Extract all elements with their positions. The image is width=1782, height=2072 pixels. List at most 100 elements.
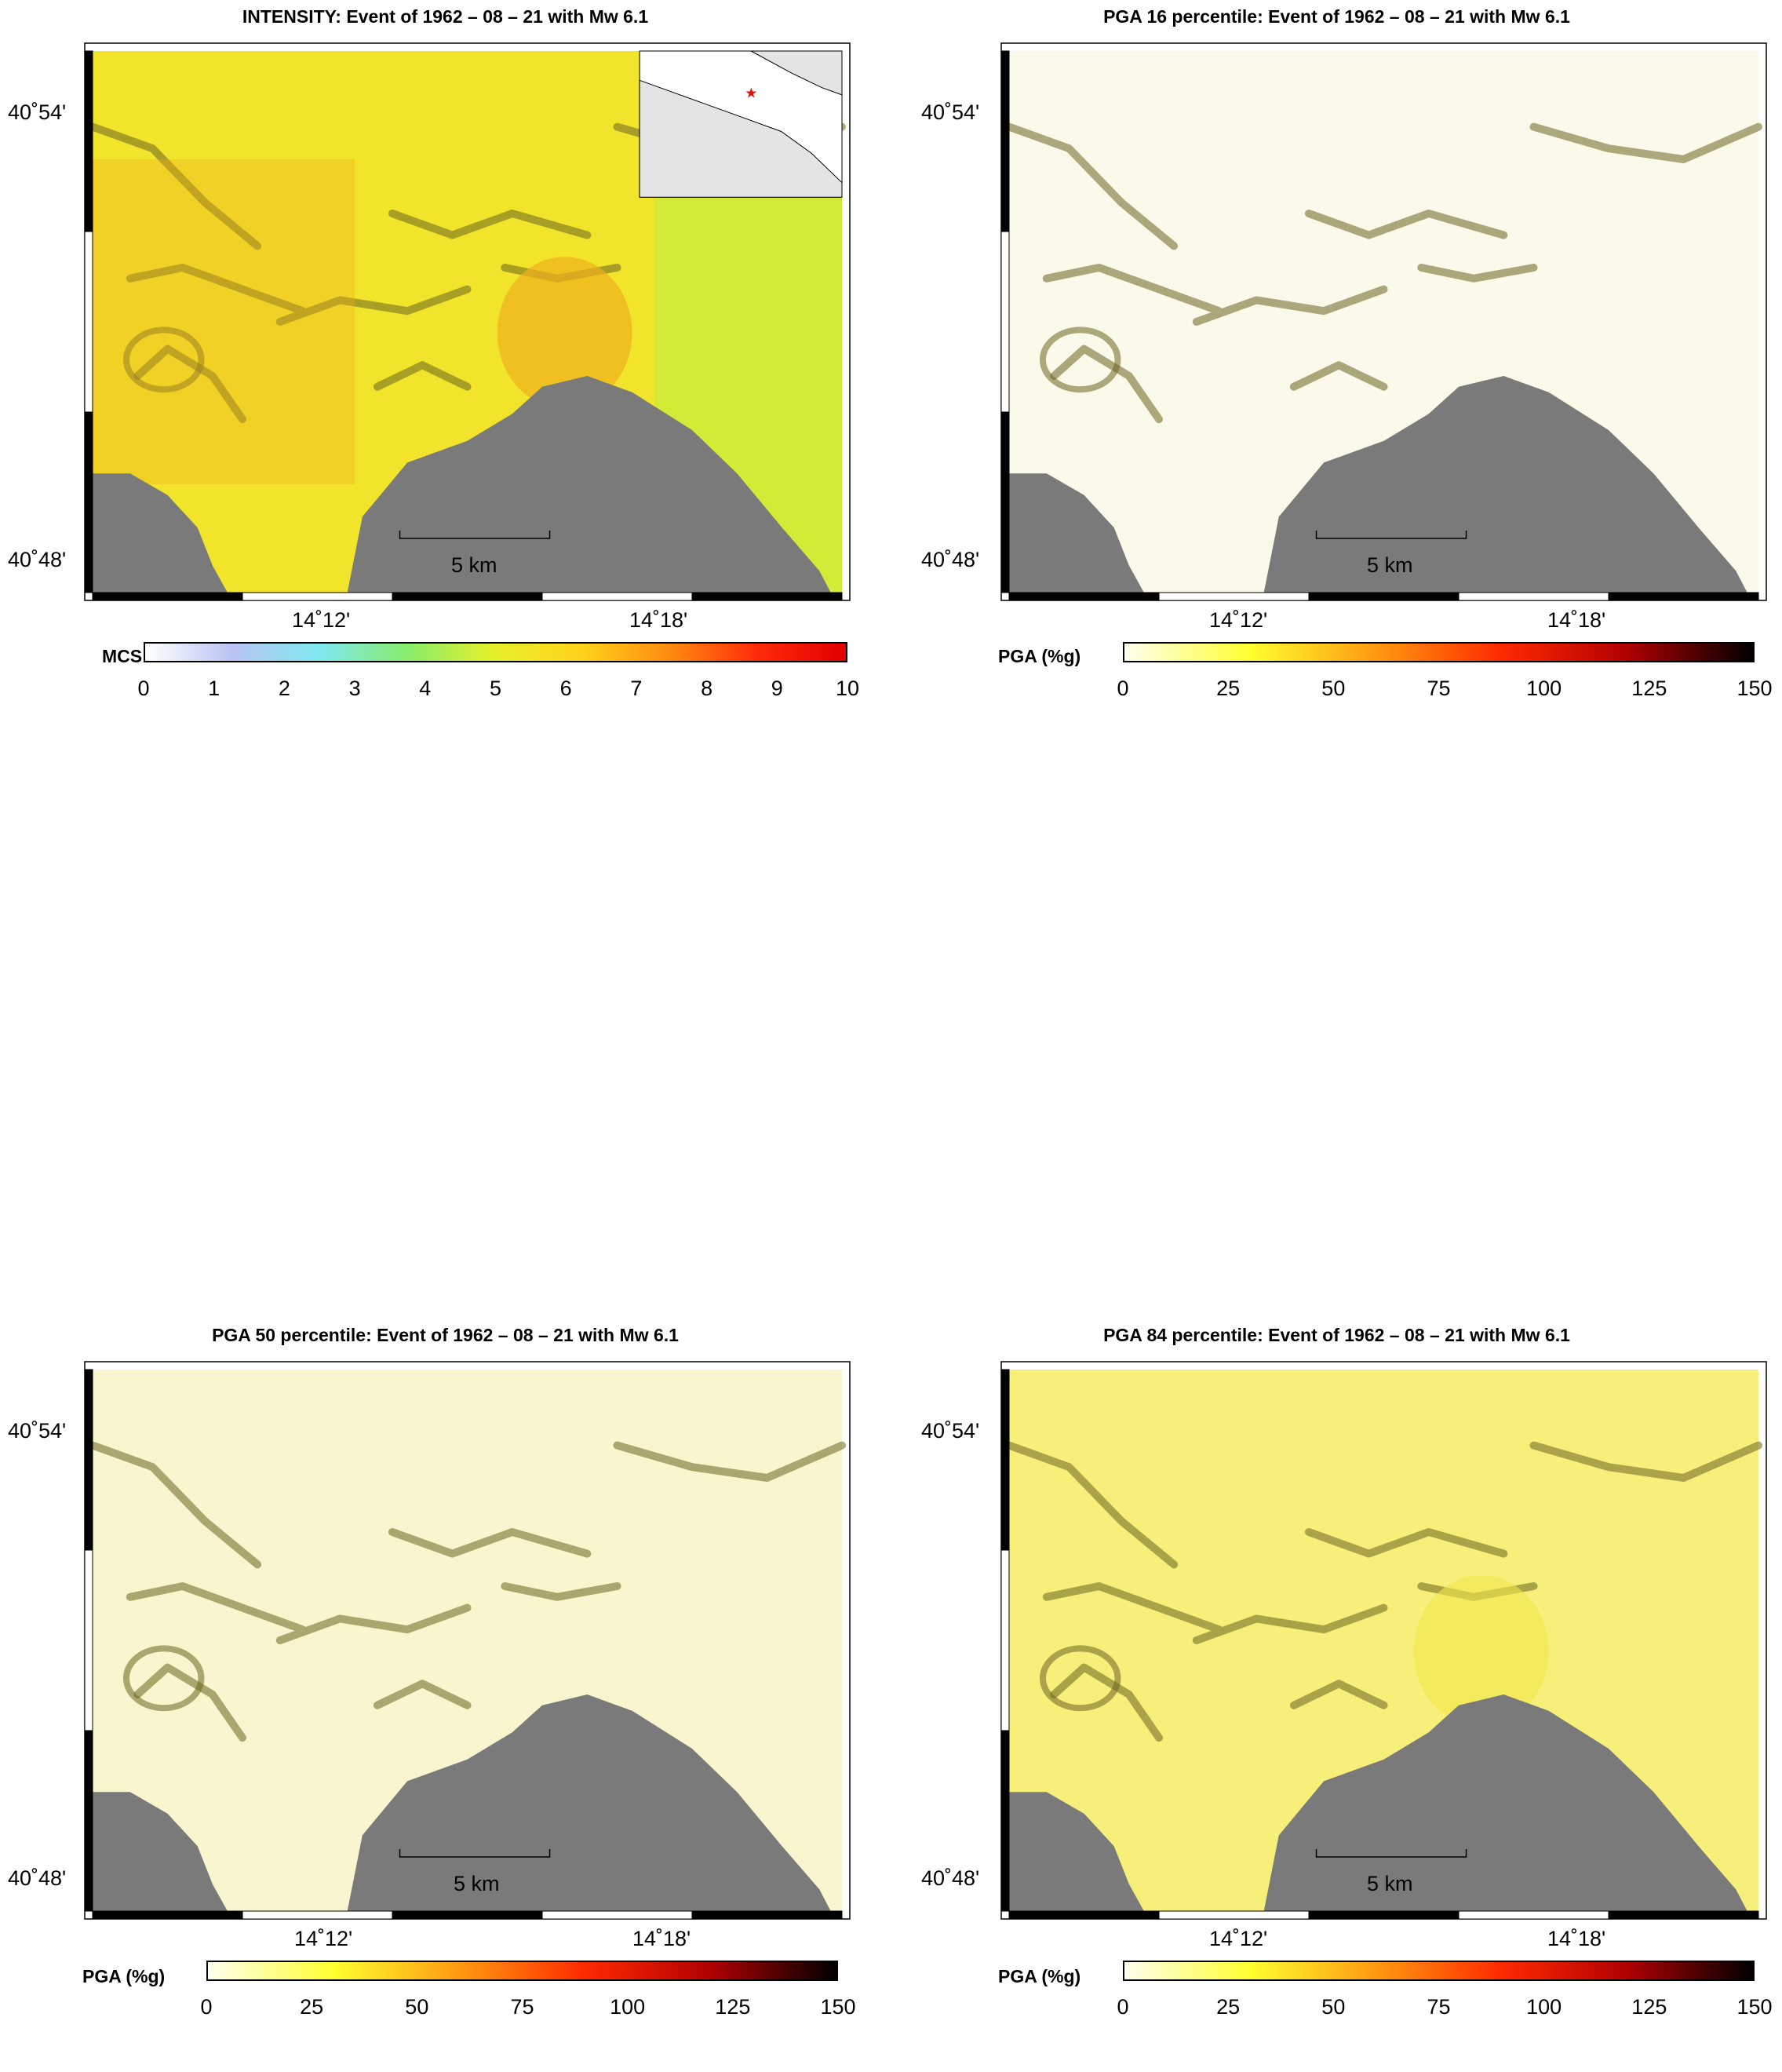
relief-ridge bbox=[275, 285, 472, 326]
frame-border-tick bbox=[84, 1549, 93, 1731]
epicenter-star-icon: ★ bbox=[745, 86, 757, 101]
relief-ridge bbox=[1050, 1663, 1163, 1742]
frame-border-tick bbox=[92, 592, 243, 601]
pga-high-zone bbox=[1413, 1575, 1549, 1727]
colorbar-tick-label: 125 bbox=[1631, 677, 1667, 700]
frame-border-tick bbox=[1000, 231, 1010, 413]
lat-label-top: 40˚54' bbox=[921, 1419, 980, 1443]
lat-label-bottom: 40˚48' bbox=[8, 1866, 67, 1890]
sea-west bbox=[93, 473, 228, 593]
colorbar-tick-label: 25 bbox=[1216, 1995, 1241, 2019]
colorbar-tick-label: 125 bbox=[715, 1995, 751, 2019]
frame-border-tick bbox=[691, 1910, 843, 1920]
frame-border-tick bbox=[1458, 1910, 1609, 1920]
scale-bar bbox=[1315, 531, 1467, 539]
frame-border-tick bbox=[84, 1730, 93, 1912]
lat-label-bottom: 40˚48' bbox=[921, 548, 980, 571]
relief-ridge bbox=[1192, 285, 1388, 326]
colorbar-tick-label: 75 bbox=[1427, 1995, 1451, 2019]
colorbar-tick-label: 75 bbox=[1427, 677, 1451, 700]
crater bbox=[122, 326, 205, 393]
frame-border-tick bbox=[1008, 592, 1160, 601]
relief-ridge bbox=[373, 1680, 472, 1709]
frame-border-tick bbox=[1000, 1730, 1010, 1912]
colorbar-tick-label: 125 bbox=[1631, 1995, 1667, 2019]
frame-border-tick bbox=[84, 1369, 93, 1551]
scale-bar-label: 5 km bbox=[454, 1872, 500, 1895]
colorbar bbox=[206, 1961, 838, 1981]
relief-shading bbox=[1005, 122, 1762, 424]
colorbar-tick-label: 0 bbox=[1117, 1995, 1129, 2019]
relief-ridge bbox=[1005, 1441, 1179, 1569]
relief-ridge bbox=[373, 361, 472, 391]
lon-label-right: 14˚18' bbox=[632, 1927, 691, 1950]
relief-ridge bbox=[1042, 1582, 1223, 1634]
relief-ridge bbox=[1417, 264, 1538, 283]
frame-border-tick bbox=[1158, 1910, 1310, 1920]
relief-ridge bbox=[1305, 210, 1508, 239]
lat-label-top: 40˚54' bbox=[8, 1419, 67, 1443]
lon-label-right: 14˚18' bbox=[629, 608, 688, 632]
relief-shading bbox=[89, 1441, 846, 1742]
frame-border-tick bbox=[392, 592, 543, 601]
colorbar-tick-label: 150 bbox=[1736, 677, 1773, 700]
relief-ridge bbox=[89, 1441, 262, 1569]
colorbar-tick-label: 150 bbox=[1736, 1995, 1773, 2019]
frame-border-tick bbox=[1000, 1369, 1010, 1551]
inset-land bbox=[639, 79, 843, 198]
colorbar-tick-label: 9 bbox=[771, 677, 783, 700]
frame-border-tick bbox=[242, 592, 393, 601]
colorbar bbox=[144, 642, 847, 662]
relief-ridge bbox=[126, 264, 307, 316]
lon-label-left: 14˚12' bbox=[294, 1927, 353, 1950]
colorbar-label: PGA (%g) bbox=[82, 1966, 166, 1986]
colorbar-tick-label: 50 bbox=[1321, 677, 1346, 700]
colorbar-tick-label: 0 bbox=[1117, 677, 1129, 700]
sea-west bbox=[1009, 1792, 1144, 1911]
frame-border-tick bbox=[92, 1910, 243, 1920]
relief-ridge bbox=[126, 1582, 307, 1634]
shaded-relief-map bbox=[1000, 42, 1767, 601]
frame-border-tick bbox=[1008, 1910, 1160, 1920]
frame-border-tick bbox=[84, 231, 93, 413]
scale-bar-label: 5 km bbox=[451, 553, 497, 577]
relief-ridge bbox=[89, 122, 262, 250]
shaded-relief-map: ★ bbox=[84, 42, 851, 601]
frame-border-tick bbox=[84, 411, 93, 593]
colorbar-tick-label: 100 bbox=[610, 1995, 646, 2019]
colorbar-tick-label: 50 bbox=[1321, 1995, 1346, 2019]
frame-border-tick bbox=[1000, 1549, 1010, 1731]
lon-label-left: 14˚12' bbox=[292, 608, 351, 632]
frame-border-tick bbox=[242, 1910, 393, 1920]
colorbar-tick-label: 0 bbox=[200, 1995, 213, 2019]
relief-ridge bbox=[1005, 122, 1179, 250]
relief-ridge bbox=[1529, 122, 1762, 163]
colorbar-tick-label: 7 bbox=[630, 677, 643, 700]
relief-ridge bbox=[1289, 361, 1388, 391]
scale-bar-label: 5 km bbox=[1367, 553, 1413, 577]
frame-border-tick bbox=[691, 592, 843, 601]
colorbar-label: PGA (%g) bbox=[998, 1966, 1081, 1986]
relief-ridge bbox=[388, 1528, 592, 1558]
frame-border-tick bbox=[541, 1910, 693, 1920]
colorbar-tick-label: 3 bbox=[348, 677, 361, 700]
colorbar-tick-label: 75 bbox=[510, 1995, 534, 2019]
colorbar-label: MCS bbox=[102, 646, 143, 666]
crater bbox=[122, 1645, 205, 1712]
colorbar-tick-label: 1 bbox=[208, 677, 220, 700]
intensity-west-zone bbox=[93, 159, 355, 484]
colorbar-tick-label: 4 bbox=[419, 677, 432, 700]
colorbar-label: PGA (%g) bbox=[998, 646, 1081, 666]
relief-ridge bbox=[613, 1441, 846, 1482]
shaded-relief-map bbox=[1000, 1361, 1767, 1920]
relief-ridge bbox=[1305, 1528, 1508, 1558]
pga84-map-panel: PGA 84 percentile: Event of 1962 – 08 – … bbox=[891, 1319, 1782, 2072]
frame-border-tick bbox=[392, 1910, 543, 1920]
frame-border-tick bbox=[1158, 592, 1310, 601]
relief-ridge bbox=[1050, 345, 1163, 424]
frame-border-tick bbox=[1608, 592, 1759, 601]
colorbar-tick-label: 8 bbox=[701, 677, 713, 700]
lat-label-top: 40˚54' bbox=[921, 100, 980, 124]
colorbar-tick-label: 100 bbox=[1526, 677, 1562, 700]
colorbar-tick-label: 6 bbox=[559, 677, 572, 700]
